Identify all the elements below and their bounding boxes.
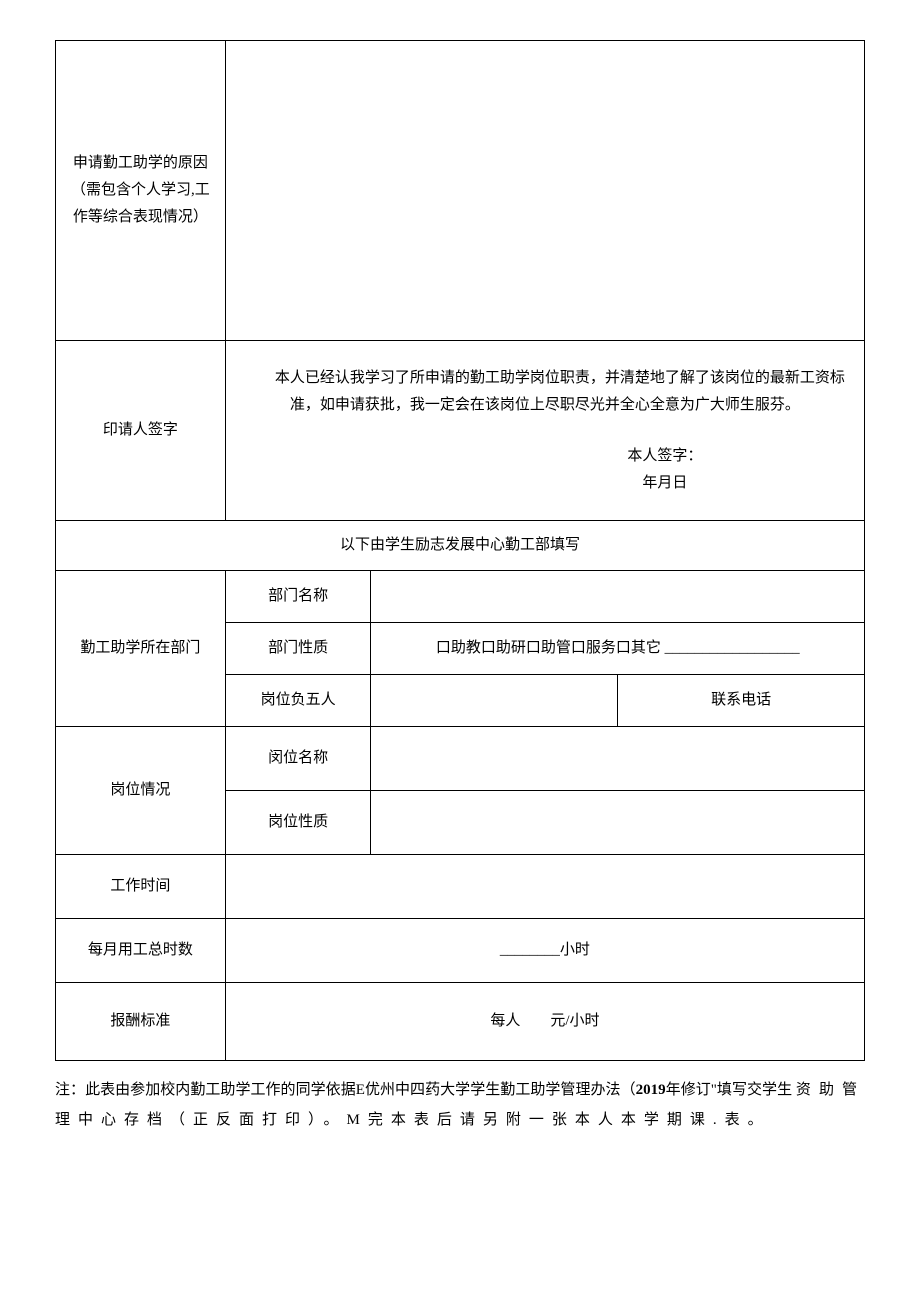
signature-date-line[interactable]: 年月日 bbox=[476, 470, 854, 497]
dept-name-label: 部门名称 bbox=[225, 571, 371, 623]
footnote: 注：此表由参加校内勤工助学工作的同学依据E优州中四药大学学生勤工助学管理办法（2… bbox=[55, 1075, 865, 1135]
row-section-header: 以下由学生励志发展中心勤工部填写 bbox=[56, 521, 865, 571]
reason-field[interactable] bbox=[225, 41, 864, 341]
pay-value[interactable]: 每人 元/小时 bbox=[225, 983, 864, 1061]
position-name-label: 闵位名称 bbox=[225, 727, 371, 791]
position-nature-label: 岗位性质 bbox=[225, 791, 371, 855]
dept-nature-options[interactable]: 口助教口助研口助管口服务口其它 __________________ bbox=[371, 623, 865, 675]
work-time-label: 工作时间 bbox=[56, 855, 226, 919]
row-monthly-hours: 每月用工总时数 ________小时 bbox=[56, 919, 865, 983]
position-nature-field[interactable] bbox=[371, 791, 865, 855]
dept-phone-label: 联系电话 bbox=[618, 675, 865, 727]
reason-label: 申请勤工助学的原因（需包含个人学习,工作等综合表现情况） bbox=[56, 41, 226, 341]
dept-label: 勤工助学所在部门 bbox=[56, 571, 226, 727]
signature-declaration: 本人已经认我学习了所申请的勤工助学岗位职责，并清楚地了解了该岗位的最新工资标准，… bbox=[236, 365, 854, 419]
signature-label: 印请人签字 bbox=[56, 341, 226, 521]
note-year: 2019 bbox=[636, 1082, 666, 1098]
dept-name-field[interactable] bbox=[371, 571, 865, 623]
row-signature: 印请人签字 本人已经认我学习了所申请的勤工助学岗位职责，并清楚地了解了该岗位的最… bbox=[56, 341, 865, 521]
position-label: 岗位情况 bbox=[56, 727, 226, 855]
signature-sign-block: 本人签字： 年月日 bbox=[476, 443, 854, 497]
monthly-hours-value[interactable]: ________小时 bbox=[225, 919, 864, 983]
section-header: 以下由学生励志发展中心勤工部填写 bbox=[56, 521, 865, 571]
pay-label: 报酬标准 bbox=[56, 983, 226, 1061]
row-dept-name: 勤工助学所在部门 部门名称 bbox=[56, 571, 865, 623]
signature-cell: 本人已经认我学习了所申请的勤工助学岗位职责，并清楚地了解了该岗位的最新工资标准，… bbox=[225, 341, 864, 521]
application-form-table: 申请勤工助学的原因（需包含个人学习,工作等综合表现情况） 印请人签字 本人已经认… bbox=[55, 40, 865, 1061]
monthly-hours-label: 每月用工总时数 bbox=[56, 919, 226, 983]
dept-head-label: 岗位负五人 bbox=[225, 675, 371, 727]
row-position-name: 岗位情况 闵位名称 bbox=[56, 727, 865, 791]
signature-sign-line[interactable]: 本人签字： bbox=[476, 443, 854, 470]
row-pay: 报酬标准 每人 元/小时 bbox=[56, 983, 865, 1061]
row-reason: 申请勤工助学的原因（需包含个人学习,工作等综合表现情况） bbox=[56, 41, 865, 341]
dept-nature-label: 部门性质 bbox=[225, 623, 371, 675]
position-name-field[interactable] bbox=[371, 727, 865, 791]
work-time-field[interactable] bbox=[225, 855, 864, 919]
row-work-time: 工作时间 bbox=[56, 855, 865, 919]
note-line1-prefix: 注：此表由参加校内勤工助学工作的同学依据E优州中四药大学学生勤工助学管理办法（ bbox=[55, 1082, 636, 1098]
dept-head-field[interactable] bbox=[371, 675, 618, 727]
note-line1-suffix: 年修订"填写交学生 bbox=[666, 1082, 793, 1098]
